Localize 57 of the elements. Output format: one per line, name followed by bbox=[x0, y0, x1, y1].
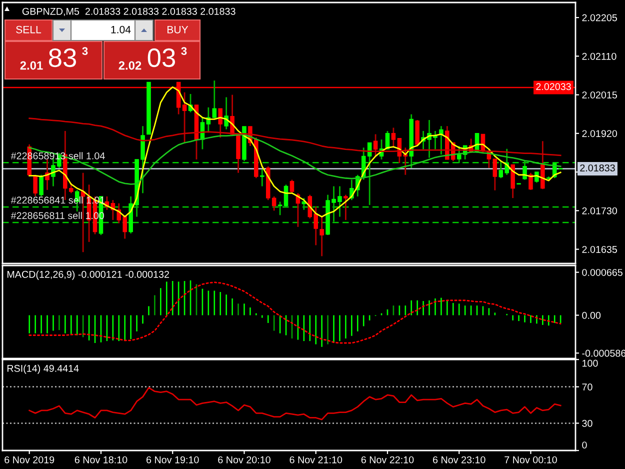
candlestick bbox=[39, 174, 44, 198]
candlestick bbox=[415, 119, 420, 147]
candlestick bbox=[182, 92, 187, 144]
x-tick-label: 6 Nov 21:10 bbox=[290, 456, 342, 464]
x-tick-label: 6 Nov 18:10 bbox=[74, 456, 128, 464]
candlestick bbox=[260, 168, 264, 187]
x-tick-label: 6 Nov 20:10 bbox=[218, 456, 270, 464]
annotation: 3 bbox=[181, 47, 187, 55]
candlestick bbox=[218, 108, 222, 138]
candlestick bbox=[373, 134, 378, 157]
candlestick bbox=[212, 80, 217, 120]
y-tick-label: 100 bbox=[582, 360, 598, 367]
candlestick bbox=[528, 172, 533, 191]
y-tick-label: 0 bbox=[582, 442, 587, 449]
annotation: 03 bbox=[148, 48, 176, 68]
candlestick bbox=[391, 127, 396, 148]
y-tick-label: 2.01730 bbox=[582, 207, 618, 214]
y-tick-label: 2.02110 bbox=[582, 52, 616, 60]
y-tick-label: 70 bbox=[582, 383, 592, 390]
ref-line-label: 2.01833 bbox=[580, 164, 615, 172]
y-tick-label: 30 bbox=[582, 420, 592, 427]
y-tick-label: 2.02015 bbox=[582, 91, 617, 98]
annotation: BUY bbox=[168, 26, 188, 34]
candlestick bbox=[540, 140, 545, 190]
annotation: 83 bbox=[48, 48, 76, 68]
chart-title: GBPNZD,M5 2.01833 2.01833 2.01833 2.01833 bbox=[22, 8, 236, 16]
x-tick-label: 6 Nov 2019 bbox=[4, 456, 54, 464]
annotation: 2.02 bbox=[118, 61, 142, 70]
x-tick-label: 6 Nov 23:10 bbox=[433, 456, 486, 464]
candlestick bbox=[456, 145, 462, 164]
y-tick-label: 2.01920 bbox=[582, 130, 618, 138]
candlestick bbox=[272, 196, 276, 212]
x-tick-label: 6 Nov 19:10 bbox=[146, 456, 199, 464]
annotation: 3 bbox=[82, 47, 88, 55]
chart-title: RSI(14) 49.4414 bbox=[7, 364, 79, 374]
annotation: 2.01 bbox=[20, 61, 43, 70]
candlestick bbox=[439, 125, 444, 156]
y-tick-label: 0.00 bbox=[582, 312, 601, 319]
candlestick bbox=[510, 164, 515, 199]
line-series bbox=[28, 282, 562, 344]
candlestick bbox=[344, 194, 348, 221]
candlestick bbox=[236, 134, 240, 174]
annotation: 1.04 bbox=[111, 26, 131, 34]
y-tick-label: 0.000665 bbox=[582, 268, 622, 276]
ref-line-label: #228656811 sell 1.00 bbox=[10, 212, 104, 220]
x-tick-label: 6 Nov 22:10 bbox=[361, 456, 414, 464]
candlestick bbox=[320, 216, 324, 257]
candlestick bbox=[278, 201, 282, 216]
y-tick-label: 2.02205 bbox=[582, 14, 617, 22]
chart-title: MACD(12,26,9) -0.000121 -0.000132 bbox=[7, 270, 169, 280]
x-tick-label: 7 Nov 00:10 bbox=[504, 456, 557, 464]
candlestick bbox=[224, 96, 228, 130]
candlestick bbox=[290, 179, 294, 194]
candlestick bbox=[492, 158, 498, 192]
annotation: SELL bbox=[16, 26, 42, 34]
y-tick-label: 2.01635 bbox=[582, 246, 617, 253]
ref-line-label: 2.02033 bbox=[536, 83, 571, 90]
